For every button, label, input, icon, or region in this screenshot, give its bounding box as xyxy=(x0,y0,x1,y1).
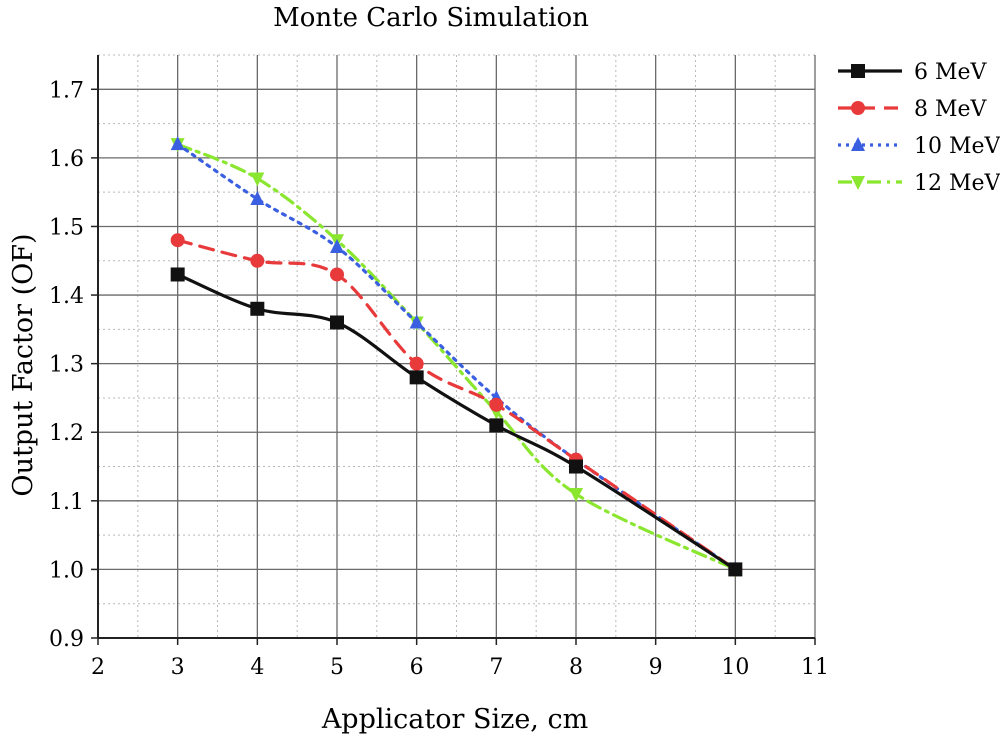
legend-label-12-mev: 12 MeV xyxy=(914,171,1000,196)
chart-title: Monte Carlo Simulation xyxy=(273,3,589,33)
legend-label-6-mev: 6 MeV xyxy=(914,60,988,85)
y-axis-label: Output Factor (OF) xyxy=(8,233,39,496)
data-point-8-mev xyxy=(330,267,344,282)
data-point-8-mev xyxy=(170,233,185,248)
y-tick-labels: 0.9 1.0 1.1 1.2 1.3 1.4 1.5 1.6 1.7 xyxy=(49,78,84,652)
y-tick-label: 1.3 xyxy=(49,353,84,378)
data-point-6-mev xyxy=(250,301,265,316)
y-tick-label: 1.0 xyxy=(49,558,84,583)
data-point-10-mev xyxy=(330,239,344,254)
data-point-6-mev xyxy=(728,562,743,577)
legend-item-12-mev: 12 MeV xyxy=(838,171,1000,196)
data-point-6-mev xyxy=(330,315,344,330)
data-point-10-mev xyxy=(170,136,185,151)
legend-marker-10-mev xyxy=(851,137,865,151)
x-tick-label: 7 xyxy=(489,655,503,680)
legend-item-6-mev: 6 MeV xyxy=(838,60,988,85)
data-point-8-mev xyxy=(489,397,504,412)
data-point-8-mev xyxy=(250,253,265,268)
x-tick-label: 2 xyxy=(91,655,105,680)
data-point-6-mev xyxy=(569,459,583,474)
y-tick-label: 1.1 xyxy=(49,490,84,515)
x-tick-label: 10 xyxy=(721,655,749,680)
x-tick-label: 8 xyxy=(569,655,583,680)
y-tick-label: 1.7 xyxy=(49,78,84,103)
data-point-6-mev xyxy=(170,267,185,282)
legend-marker-12-mev xyxy=(851,176,865,190)
data-point-6-mev xyxy=(409,370,424,385)
x-axis-label: Applicator Size, cm xyxy=(321,704,588,735)
series-8-mev xyxy=(170,233,743,577)
legend-item-10-mev: 10 MeV xyxy=(838,134,1000,159)
data-point-10-mev xyxy=(250,191,265,206)
x-tick-labels: 2 3 4 5 6 7 8 9 10 11 xyxy=(91,655,829,680)
legend-item-8-mev: 8 MeV xyxy=(838,97,988,122)
major-grid xyxy=(97,55,816,639)
series-layer xyxy=(170,136,743,578)
series-6-mev xyxy=(170,267,743,577)
legend-marker-8-mev xyxy=(851,101,865,115)
x-tick-label: 6 xyxy=(410,655,424,680)
x-tick-label: 4 xyxy=(250,655,264,680)
y-tick-label: 1.4 xyxy=(49,284,84,309)
data-point-10-mev xyxy=(409,314,424,329)
x-tick-label: 5 xyxy=(330,655,344,680)
x-tick-label: 9 xyxy=(649,655,663,680)
legend: 6 MeV 8 MeV 10 MeV 12 MeV xyxy=(838,60,1000,196)
data-point-12-mev xyxy=(569,487,583,502)
data-point-6-mev xyxy=(489,418,504,433)
legend-marker-6-mev xyxy=(851,64,865,78)
legend-label-10-mev: 10 MeV xyxy=(914,134,1000,159)
y-tick-label: 0.9 xyxy=(49,627,84,652)
y-tick-label: 1.5 xyxy=(49,215,84,240)
x-tick-label: 11 xyxy=(801,655,829,680)
data-point-12-mev xyxy=(250,172,265,187)
x-tick-label: 3 xyxy=(171,655,185,680)
axes xyxy=(91,55,816,645)
y-tick-label: 1.2 xyxy=(49,421,84,446)
y-tick-label: 1.6 xyxy=(49,147,84,172)
data-point-8-mev xyxy=(409,356,424,371)
legend-label-8-mev: 8 MeV xyxy=(914,97,988,122)
